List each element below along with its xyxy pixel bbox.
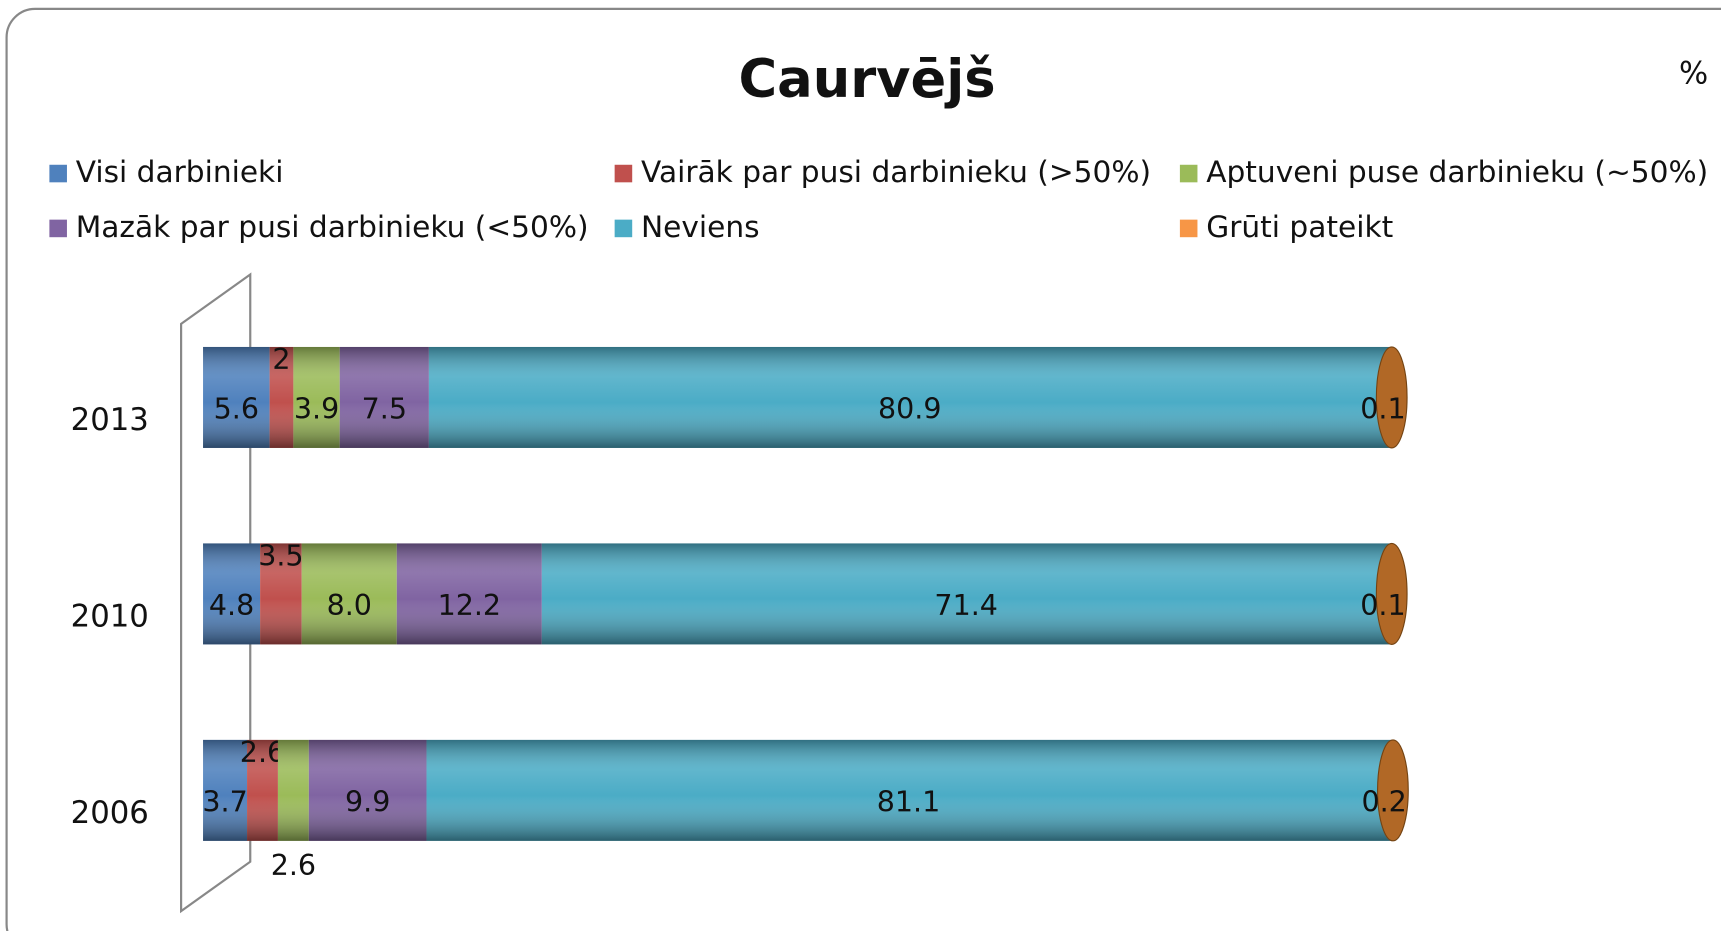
legend-label: Grūti pateikt — [1206, 209, 1393, 244]
data-label: 2.6 — [240, 736, 285, 769]
legend-label: Vairāk par pusi darbinieku (>50%) — [641, 154, 1151, 189]
chart-frame — [5, 7, 1721, 935]
bar-shading — [339, 346, 429, 448]
bar-shading — [260, 543, 302, 645]
y-tick-label: 2013 — [71, 402, 149, 438]
bar-shading — [277, 739, 309, 841]
legend-swatch — [614, 219, 633, 238]
data-label: 0.2 — [1361, 786, 1406, 819]
y-tick-label: 2010 — [71, 599, 149, 635]
bar-cap-shade — [1376, 543, 1408, 645]
legend-swatch — [49, 219, 67, 238]
data-label: 0.1 — [1360, 589, 1405, 622]
data-label: 81.1 — [877, 786, 941, 819]
bar-cap — [1377, 739, 1409, 842]
legend-label: Neviens — [641, 209, 760, 244]
bar-cap-shade — [1376, 346, 1408, 448]
bar-shading — [203, 739, 248, 841]
bar-cap-shade — [1377, 739, 1409, 841]
data-label: 80.9 — [878, 393, 942, 426]
data-label: 3.7 — [202, 786, 247, 819]
data-label: 12.2 — [438, 589, 502, 622]
bar-shading — [308, 739, 427, 841]
data-label: 9.9 — [345, 786, 390, 819]
bar-shading — [269, 346, 294, 448]
chart-title: Caurvējš — [739, 49, 996, 110]
bar-shading — [428, 346, 1391, 448]
unit-label: % — [1679, 55, 1708, 91]
data-label: 3.5 — [258, 540, 303, 573]
bar-shading — [396, 543, 542, 645]
data-label: 3.9 — [294, 393, 339, 426]
legend-label: Mazāk par pusi darbinieku (<50%) — [76, 209, 589, 244]
bar-shading — [541, 543, 1391, 645]
bar-cap — [1375, 542, 1408, 645]
y-tick-label: 2006 — [71, 795, 149, 831]
data-label: 2 — [272, 343, 290, 376]
data-label: 5.6 — [214, 393, 259, 426]
bar-shading — [293, 346, 340, 448]
bar-shading — [247, 739, 278, 841]
bar-shading — [203, 543, 261, 645]
legend-swatch — [49, 164, 67, 183]
legend-swatch — [1179, 219, 1198, 238]
legend-swatch — [1179, 164, 1198, 183]
data-label: 7.5 — [362, 393, 407, 426]
back-wall — [180, 272, 252, 914]
legend-label: Aptuveni puse darbinieku (~50%) — [1206, 154, 1708, 189]
bar-shading — [426, 739, 1391, 841]
data-label: 2.6 — [271, 849, 316, 882]
data-label: 71.4 — [934, 589, 998, 622]
bar-cap — [1375, 346, 1408, 449]
legend-swatch — [614, 164, 633, 183]
data-label: 4.8 — [209, 589, 254, 622]
data-label: 8.0 — [327, 589, 372, 622]
bar-shading — [301, 543, 397, 645]
bar-shading — [203, 346, 270, 448]
data-label: 0.1 — [1360, 393, 1405, 426]
legend-label: Visi darbinieki — [76, 154, 284, 189]
